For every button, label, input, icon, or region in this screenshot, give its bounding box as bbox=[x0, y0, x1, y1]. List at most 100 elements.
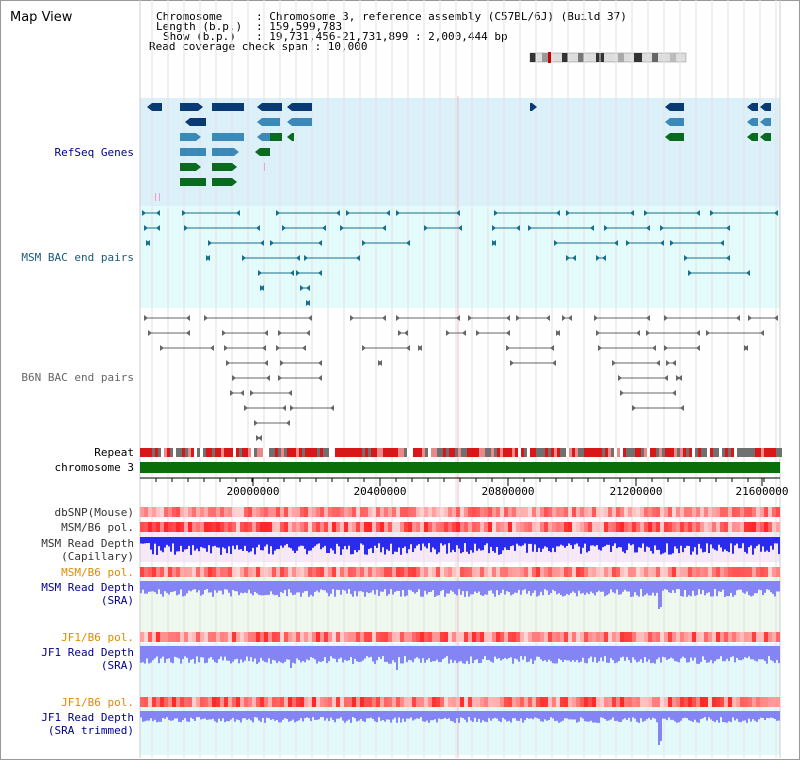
depth-bar bbox=[580, 646, 582, 662]
bac-end-marker bbox=[604, 225, 608, 231]
msm-depth-sra-label-2: (SRA) bbox=[100, 594, 134, 607]
polymorphism-cell bbox=[628, 507, 632, 517]
polymorphism-cell bbox=[628, 567, 632, 577]
polymorphism-cell bbox=[520, 632, 524, 642]
depth-bar bbox=[464, 646, 466, 664]
depth-bar bbox=[176, 646, 178, 658]
depth-bar bbox=[424, 537, 426, 547]
depth-bar bbox=[630, 711, 632, 722]
depth-bar bbox=[650, 711, 652, 720]
depth-bar bbox=[292, 537, 294, 551]
depth-bar bbox=[422, 646, 424, 659]
depth-bar bbox=[198, 537, 200, 552]
polymorphism-cell bbox=[424, 632, 428, 642]
polymorphism-cell bbox=[356, 697, 360, 707]
depth-bar bbox=[396, 646, 398, 670]
repeat-segment bbox=[686, 448, 689, 457]
depth-bar bbox=[736, 537, 738, 544]
depth-bar bbox=[660, 537, 662, 555]
polymorphism-cell bbox=[428, 697, 432, 707]
polymorphism-cell bbox=[284, 697, 288, 707]
depth-bar bbox=[522, 581, 524, 591]
depth-bar bbox=[760, 581, 762, 591]
polymorphism-cell bbox=[672, 522, 676, 532]
depth-bar bbox=[294, 581, 296, 595]
depth-bar bbox=[564, 581, 566, 596]
depth-bar bbox=[586, 537, 588, 553]
depth-bar bbox=[256, 711, 258, 718]
depth-bar bbox=[276, 711, 278, 721]
bac-end-marker bbox=[594, 315, 598, 321]
depth-bar bbox=[674, 581, 676, 593]
bac-end-marker bbox=[142, 210, 146, 216]
depth-bar bbox=[464, 581, 466, 597]
depth-bar bbox=[458, 646, 460, 662]
depth-bar bbox=[312, 537, 314, 548]
polymorphism-cell bbox=[396, 632, 400, 642]
depth-bar bbox=[300, 537, 302, 546]
polymorphism-cell bbox=[324, 507, 328, 517]
gene-arrow bbox=[287, 103, 292, 111]
bac-end-marker bbox=[232, 375, 236, 381]
polymorphism-cell bbox=[640, 522, 644, 532]
depth-bar bbox=[472, 711, 474, 722]
polymorphism-cell bbox=[420, 632, 424, 642]
depth-bar bbox=[388, 581, 390, 595]
depth-bar bbox=[528, 537, 530, 544]
polymorphism-cell bbox=[284, 522, 288, 532]
depth-bar bbox=[676, 581, 678, 590]
depth-bar bbox=[764, 646, 766, 662]
repeat-segment bbox=[497, 448, 500, 457]
bac-end-marker bbox=[318, 240, 322, 246]
depth-bar bbox=[510, 646, 512, 658]
repeat-segment bbox=[716, 448, 719, 457]
polymorphism-cell bbox=[716, 632, 720, 642]
polymorphism-cell bbox=[604, 632, 608, 642]
polymorphism-cell bbox=[436, 522, 440, 532]
depth-bar bbox=[486, 646, 488, 660]
polymorphism-cell bbox=[668, 507, 672, 517]
polymorphism-cell bbox=[268, 697, 272, 707]
polymorphism-cell bbox=[336, 522, 340, 532]
depth-bar bbox=[536, 537, 538, 552]
depth-bar bbox=[732, 581, 734, 597]
depth-bar bbox=[366, 711, 368, 719]
depth-bar bbox=[500, 581, 502, 594]
polymorphism-cell bbox=[760, 632, 764, 642]
depth-bar bbox=[676, 537, 678, 549]
depth-bar bbox=[160, 646, 162, 659]
polymorphism-cell bbox=[424, 507, 428, 517]
polymorphism-cell bbox=[460, 632, 464, 642]
depth-bar bbox=[290, 537, 292, 549]
depth-bar bbox=[230, 537, 232, 555]
depth-bar bbox=[366, 646, 368, 657]
depth-bar bbox=[620, 646, 622, 658]
depth-bar bbox=[230, 711, 232, 720]
polymorphism-cell bbox=[580, 567, 584, 577]
depth-bar bbox=[734, 581, 736, 596]
depth-bar bbox=[370, 537, 372, 549]
depth-bar bbox=[612, 581, 614, 593]
polymorphism-cell bbox=[620, 507, 624, 517]
depth-bar bbox=[664, 581, 666, 590]
depth-bar bbox=[280, 537, 282, 546]
depth-bar bbox=[610, 711, 612, 720]
polymorphism-cell bbox=[692, 522, 696, 532]
depth-bar bbox=[498, 646, 500, 659]
depth-bar bbox=[524, 646, 526, 657]
polymorphism-cell bbox=[276, 522, 280, 532]
polymorphism-cell bbox=[548, 567, 552, 577]
depth-bar bbox=[170, 646, 172, 663]
depth-bar bbox=[478, 581, 480, 592]
depth-bar bbox=[538, 711, 540, 719]
depth-bar bbox=[258, 646, 260, 663]
depth-bar bbox=[664, 646, 666, 658]
depth-bar bbox=[612, 537, 614, 546]
depth-bar bbox=[276, 581, 278, 595]
bac-end-marker bbox=[264, 330, 268, 336]
repeat-segment bbox=[284, 448, 287, 457]
depth-bar bbox=[544, 646, 546, 661]
repeat-segment bbox=[293, 448, 296, 457]
depth-bar bbox=[296, 646, 298, 659]
